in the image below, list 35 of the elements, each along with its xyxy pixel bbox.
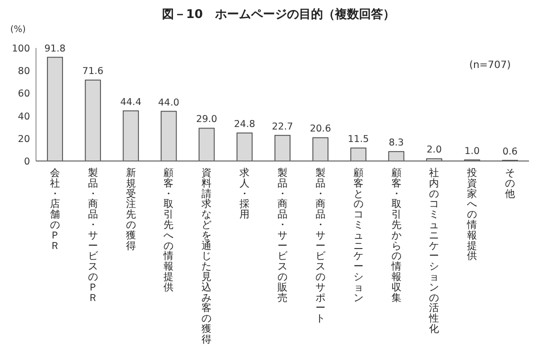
x-tick-label: 新規受注先の獲得: [126, 167, 136, 252]
data-label: 44.4: [120, 96, 142, 108]
data-label: 24.8: [234, 118, 256, 130]
data-label: 29.0: [196, 114, 218, 126]
category-label: 顧客・取引先への情報提供: [164, 168, 174, 294]
y-tick-label: 100: [12, 44, 30, 54]
y-tick-label: 0: [24, 156, 30, 168]
category-label: 製品・商品・サービスのサポート: [315, 168, 326, 325]
category-label: 製品・商品・サービスのＰＲ: [88, 168, 98, 304]
data-label: 71.6: [82, 66, 104, 78]
data-label: 22.7: [272, 121, 294, 132]
data-label: 0.6: [502, 146, 518, 158]
data-label: 11.5: [348, 134, 369, 146]
category-label: 製品・商品・サービスの販売: [278, 168, 288, 304]
y-axis-title: (%): [10, 25, 26, 35]
data-label: 2.0: [426, 144, 442, 156]
data-label: 8.3: [388, 138, 404, 149]
x-tick-label: 求人・採用: [240, 167, 250, 221]
x-tick-label: 会社・店舗のＰＲ: [50, 167, 60, 252]
chart-title: 図－10 ホームページの目的（複数回答）: [162, 7, 395, 21]
data-label: 1.0: [464, 146, 480, 157]
y-tick-label: 40: [18, 111, 30, 122]
x-tick-label: その他: [505, 168, 516, 200]
y-tick-label: 80: [18, 66, 30, 78]
category-label: 顧客・取引先からの情報収集: [391, 168, 402, 304]
category-label: 顧客とのコミュニケーション: [353, 168, 364, 304]
data-label: 91.8: [44, 43, 66, 54]
data-label: 20.6: [310, 124, 331, 135]
category-label: 社内のコミュニケーションの活性化: [429, 168, 440, 335]
annotation: (n=707): [469, 60, 511, 71]
y-tick-label: 60: [18, 88, 30, 100]
y-tick-label: 20: [18, 134, 30, 145]
data-label: 44.0: [158, 97, 180, 108]
category-label: 投資家への情報提供: [467, 168, 478, 262]
category-label: 資料請求などを通じた見込み客の獲得: [202, 168, 212, 346]
